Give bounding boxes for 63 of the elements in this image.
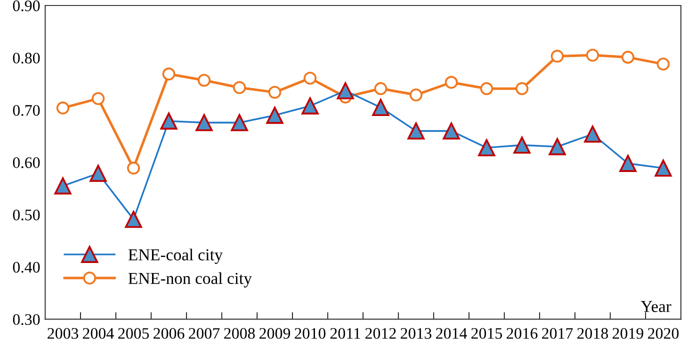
point	[124, 210, 142, 228]
y-tick-label: 0.50	[13, 210, 40, 220]
point	[304, 72, 317, 85]
x-tick-label: 2009	[259, 328, 290, 339]
x-tick-label: 2008	[224, 328, 255, 339]
point	[621, 50, 634, 64]
point	[302, 97, 319, 114]
point	[372, 98, 390, 116]
x-tick-label: 2003	[48, 328, 78, 339]
y-tick-label: 0.80	[13, 52, 40, 64]
legend-label: ENE-coal city	[128, 248, 223, 264]
y-tick-label: 0.70	[13, 105, 40, 116]
point	[548, 138, 566, 156]
x-tick-label: 2010	[294, 328, 326, 339]
point	[162, 68, 176, 80]
point	[444, 76, 458, 89]
point	[92, 92, 105, 106]
point	[198, 74, 211, 87]
point	[410, 88, 422, 102]
x-tick-label: 2016	[506, 328, 538, 339]
point	[516, 82, 528, 96]
point	[336, 82, 354, 100]
point	[480, 82, 494, 96]
x-tick-label: 2011	[330, 328, 360, 339]
point	[478, 139, 496, 156]
x-tick-label: 2020	[648, 328, 679, 339]
point	[196, 114, 213, 132]
point	[268, 86, 282, 99]
point	[654, 160, 672, 177]
y-tick-label: 0.40	[13, 262, 40, 273]
y-tick-label: 0.60	[13, 157, 40, 168]
x-tick-label: 2019	[612, 328, 644, 339]
point	[232, 81, 246, 94]
legend-label: ENE-non coal city	[128, 272, 252, 288]
point	[619, 154, 636, 172]
point	[442, 122, 460, 140]
point	[54, 177, 72, 194]
x-tick-label: 2015	[471, 328, 502, 339]
point	[584, 126, 602, 143]
point	[407, 122, 425, 140]
point	[56, 102, 70, 114]
x-tick-label: 2005	[118, 328, 149, 339]
point	[90, 164, 107, 182]
point	[586, 48, 600, 62]
x-tick-label: 2004	[82, 328, 114, 339]
x-tick-label: 2007	[188, 328, 220, 339]
point	[266, 106, 284, 124]
point	[230, 114, 248, 132]
x-tick-label: 2006	[154, 328, 184, 339]
point	[513, 136, 531, 154]
x-tick-label: 2014	[436, 328, 468, 339]
x-tick-label: 2012	[365, 328, 396, 339]
point	[656, 58, 670, 71]
x-tick-label: 2018	[577, 328, 608, 339]
x-tick-label: 2017	[542, 328, 573, 339]
point	[374, 82, 388, 96]
y-tick-label: 0.30	[13, 314, 40, 325]
y-tick-label: 0.90	[13, 0, 40, 12]
point	[550, 50, 564, 63]
point	[127, 162, 140, 175]
point	[160, 112, 178, 130]
x-tick-label: 2013	[400, 328, 432, 339]
x-axis-title: Year	[640, 301, 672, 312]
